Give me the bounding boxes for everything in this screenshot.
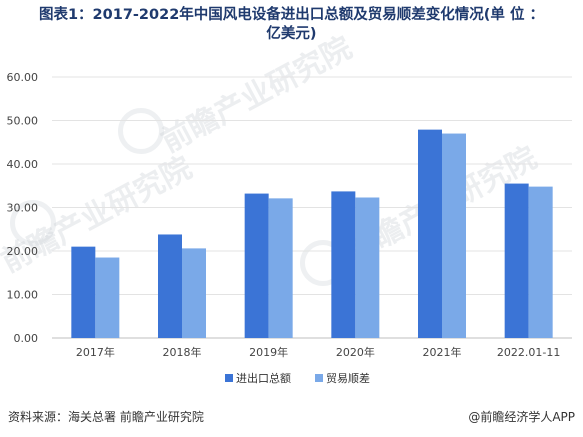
source-note: 资料来源：海关总署 前瞻产业研究院	[8, 410, 204, 424]
y-tick-label: 40.00	[7, 158, 39, 171]
bar-surplus	[442, 133, 466, 338]
y-tick-label: 60.00	[7, 71, 39, 84]
chart-title: 图表1：2017-2022年中国风电设备进出口总额及贸易顺差变化情况(单 位 ：…	[0, 6, 583, 44]
bar-surplus	[355, 197, 380, 338]
bar-total	[244, 193, 269, 338]
x-tick-label: 2017年	[76, 345, 115, 359]
y-tick-label: 50.00	[7, 115, 39, 128]
x-tick-label: 2022.01-11	[497, 346, 560, 359]
bar-total	[71, 246, 96, 338]
x-tick-label: 2021年	[423, 345, 462, 359]
x-tick-label: 2020年	[336, 345, 375, 359]
bar-total	[331, 191, 356, 338]
bar-total	[504, 183, 529, 338]
x-tick-label: 2019年	[249, 345, 288, 359]
bar-total	[158, 234, 182, 338]
bar-surplus	[182, 248, 206, 338]
chart-title-line2: 亿美元)	[266, 26, 317, 42]
legend-label: 贸易顺差	[326, 371, 370, 385]
watermark-logo-icon	[118, 108, 164, 154]
y-tick-label: 10.00	[7, 289, 39, 302]
legend-swatch	[225, 374, 233, 382]
bar-surplus	[95, 257, 120, 338]
bar-surplus	[528, 186, 553, 338]
y-tick-label: 20.00	[7, 245, 39, 258]
y-tick-label: 30.00	[7, 202, 39, 215]
chart-title-line1: 图表1：2017-2022年中国风电设备进出口总额及贸易顺差变化情况(单 位 ：	[38, 7, 545, 23]
y-tick-label: 0.00	[14, 332, 39, 345]
legend-label: 进出口总额	[236, 371, 291, 385]
brand-credit: @前瞻经济学人APP	[468, 410, 575, 424]
bar-surplus	[268, 198, 293, 338]
bar-total	[418, 129, 442, 338]
legend-swatch	[315, 374, 323, 382]
watermark-logo-icon	[10, 200, 56, 246]
x-tick-label: 2018年	[163, 345, 202, 359]
